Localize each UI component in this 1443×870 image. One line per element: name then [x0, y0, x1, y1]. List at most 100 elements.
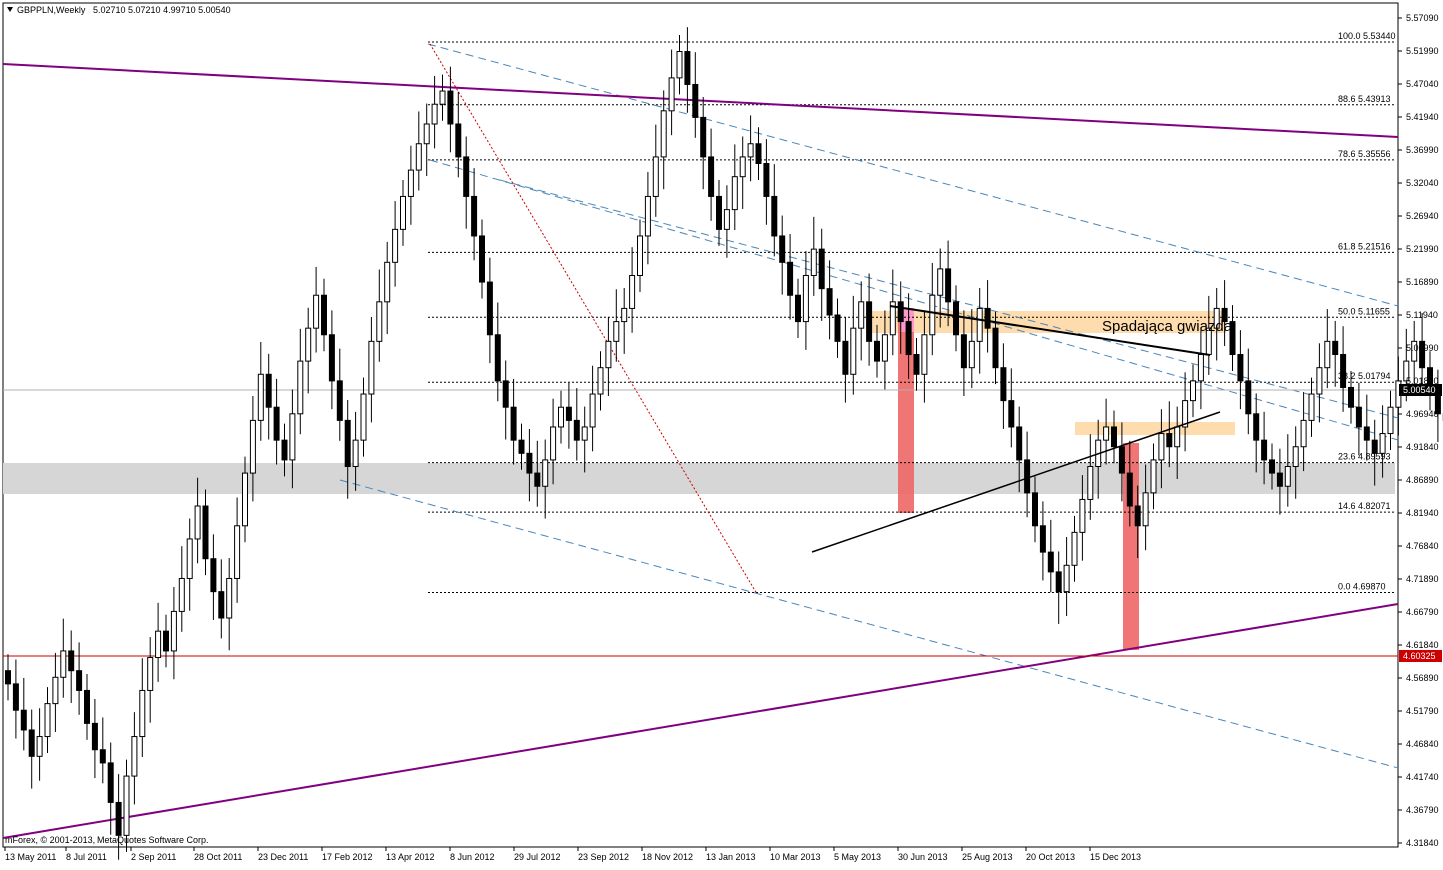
candle-body: [598, 368, 603, 394]
candle-body: [456, 124, 461, 157]
x-tick-label: 25 Aug 2013: [962, 852, 1013, 862]
candle-body: [337, 381, 342, 421]
y-tick-label: 5.47040: [1406, 79, 1439, 89]
candle-body: [748, 144, 753, 157]
candle-body: [329, 335, 334, 381]
level-price-tag: 4.60325: [1399, 650, 1442, 662]
candle-body: [464, 157, 469, 197]
x-tick-label: 15 Dec 2013: [1090, 852, 1141, 862]
candle-body: [961, 335, 966, 368]
candle-body: [401, 196, 406, 229]
candle-body: [851, 328, 856, 374]
candle-body: [298, 361, 303, 414]
fib-level-label: 100.0 5.53440: [1338, 31, 1396, 41]
y-tick-label: 5.51990: [1406, 46, 1439, 56]
candle-body: [645, 196, 650, 236]
candle-body: [701, 117, 706, 157]
candle-body: [511, 407, 516, 440]
candle-body: [1072, 532, 1077, 565]
candle-body: [1356, 407, 1361, 427]
candle-body: [140, 690, 145, 736]
candle-body: [1388, 407, 1393, 433]
candle-body: [258, 374, 263, 420]
support-zone-band: [3, 463, 1395, 494]
candle-body: [638, 236, 643, 276]
candle-body: [985, 308, 990, 328]
candle-body: [906, 322, 911, 355]
candle-body: [1056, 572, 1061, 592]
x-tick-label: 2 Sep 2011: [131, 852, 176, 862]
x-tick-label: 13 Jan 2013: [706, 852, 756, 862]
copyright-text: MetaQuotes Software Corp.: [97, 835, 209, 845]
candle-body: [108, 763, 113, 803]
candle-body: [353, 440, 358, 466]
candle-body: [772, 196, 777, 236]
candle-body: [669, 78, 674, 111]
candle-body: [1167, 434, 1172, 447]
chart-ohlc-values: 5.02710 5.07210 4.99710 5.00540: [93, 5, 231, 15]
candle-body: [685, 52, 690, 85]
candle-body: [1159, 434, 1164, 460]
candle-body: [424, 124, 429, 144]
candle-body: [290, 414, 295, 460]
candle-body: [440, 91, 445, 104]
candle-body: [764, 164, 769, 197]
candle-body: [314, 295, 319, 328]
level-price-label: 4.60325: [1403, 651, 1436, 661]
candle-body: [1033, 493, 1038, 526]
candle-body: [969, 341, 974, 367]
candle-body: [148, 658, 153, 691]
candle-body: [740, 157, 745, 177]
candle-body: [527, 453, 532, 473]
candle-body: [590, 394, 595, 427]
x-tick-label: 8 Jul 2011: [66, 852, 107, 862]
y-tick-label: 4.51790: [1406, 706, 1439, 716]
candle-body: [1191, 381, 1196, 401]
candle-body: [1143, 493, 1148, 526]
candle-body: [322, 295, 327, 335]
candle-body: [819, 249, 824, 289]
candle-body: [487, 282, 492, 335]
candle-body: [867, 302, 872, 342]
y-tick-label: 5.36990: [1406, 145, 1439, 155]
candle-body: [100, 750, 105, 763]
y-tick-label: 4.91840: [1406, 442, 1439, 452]
breakout-zone-highlight: [1075, 422, 1235, 435]
fib-level-label: 88.6 5.43913: [1338, 94, 1391, 104]
candle-body: [156, 631, 161, 657]
candle-body: [914, 355, 919, 375]
y-tick-label: 4.36790: [1406, 805, 1439, 815]
candle-body: [519, 440, 524, 453]
candle-body: [1080, 499, 1085, 532]
candle-body: [875, 341, 880, 361]
candle-body: [1372, 440, 1377, 453]
candle-body: [1301, 420, 1306, 446]
x-tick-label: 18 Nov 2012: [642, 852, 693, 862]
candle-body: [843, 341, 848, 374]
candle-body: [551, 427, 556, 460]
copyright-prefix: mForex, © 2001-2013,: [5, 835, 95, 845]
y-tick-label: 4.71890: [1406, 574, 1439, 584]
candle-body: [503, 381, 508, 407]
candle-body: [811, 249, 816, 275]
candle-body: [898, 302, 903, 322]
candle-body: [938, 269, 943, 295]
candle-body: [954, 302, 959, 335]
x-tick-label: 23 Sep 2012: [578, 852, 629, 862]
y-tick-label: 4.41740: [1406, 772, 1439, 782]
x-tick-label: 28 Oct 2011: [194, 852, 242, 862]
candle-body: [796, 295, 801, 321]
candle-body: [1309, 394, 1314, 420]
candle-body: [282, 440, 287, 460]
candle-body: [1151, 460, 1156, 493]
candle-body: [1285, 466, 1290, 486]
candle-body: [930, 295, 935, 335]
candle-body: [1270, 460, 1275, 473]
x-tick-label: 20 Oct 2013: [1026, 852, 1075, 862]
candle-body: [922, 335, 927, 375]
candle-body: [77, 671, 82, 691]
candle-body: [661, 111, 666, 157]
candle-body: [495, 335, 500, 381]
candle-body: [1293, 447, 1298, 467]
